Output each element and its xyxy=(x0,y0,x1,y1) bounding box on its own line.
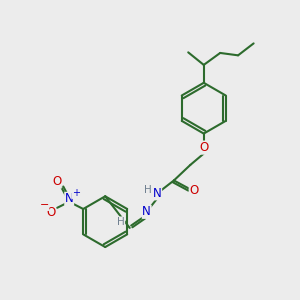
Text: H: H xyxy=(144,185,152,195)
Text: −: − xyxy=(39,200,49,210)
Text: O: O xyxy=(52,175,61,188)
Text: N: N xyxy=(65,192,74,205)
Text: O: O xyxy=(46,206,55,219)
Text: +: + xyxy=(72,188,80,198)
Text: N: N xyxy=(142,205,151,218)
Text: H: H xyxy=(117,217,124,227)
Text: N: N xyxy=(153,187,161,200)
Text: O: O xyxy=(199,141,208,154)
Text: O: O xyxy=(189,184,199,197)
